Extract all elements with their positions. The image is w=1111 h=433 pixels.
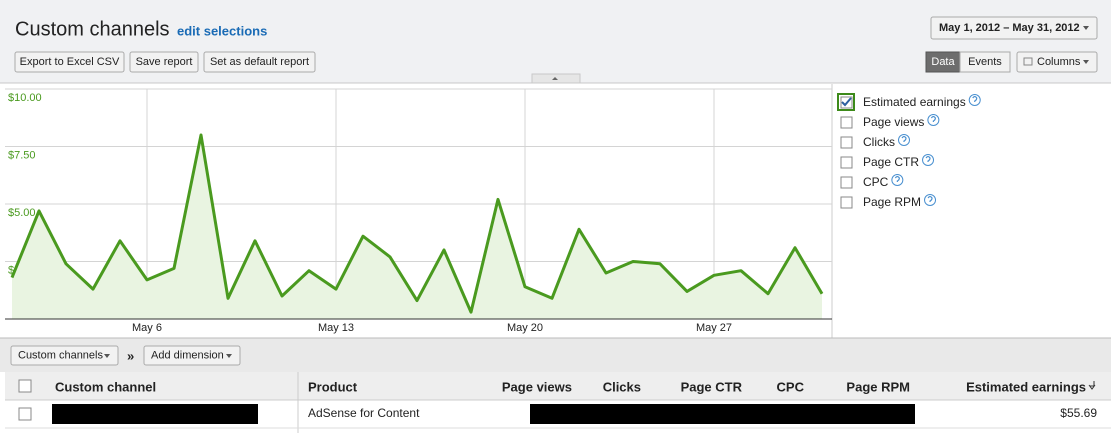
default-button[interactable] bbox=[203, 51, 316, 73]
toggle-label: Data bbox=[931, 56, 955, 68]
column-header: Custom channel bbox=[55, 379, 156, 394]
column-header: Page views bbox=[502, 379, 572, 394]
metric-label: Page views bbox=[863, 115, 924, 129]
add-dimension-button[interactable] bbox=[143, 345, 241, 366]
column-header: Page RPM bbox=[846, 379, 910, 394]
checkbox[interactable] bbox=[840, 136, 853, 149]
button-label: Add dimension bbox=[151, 349, 224, 361]
dropdown-arrow bbox=[226, 354, 232, 358]
y-tick-label: $7.50 bbox=[8, 149, 36, 161]
table-header-bg bbox=[5, 372, 1111, 400]
help-mark bbox=[925, 155, 931, 162]
x-tick-label: May 13 bbox=[318, 322, 354, 334]
help-icon[interactable] bbox=[891, 174, 904, 186]
checkbox[interactable] bbox=[840, 116, 853, 129]
toggle-label: Events bbox=[968, 56, 1002, 68]
button-label: Set as default report bbox=[210, 56, 309, 68]
page-title: Custom channels bbox=[15, 18, 170, 40]
column-header: Estimated earnings bbox=[966, 379, 1086, 394]
sort-arrow bbox=[1088, 381, 1096, 390]
column-header: Page CTR bbox=[681, 379, 743, 394]
table: Custom channel Product Page views Clicks Pag… bbox=[55, 379, 1097, 420]
help-icon[interactable] bbox=[924, 194, 937, 206]
help-icon[interactable] bbox=[922, 154, 935, 166]
metric-list: Estimated earnings Page views Clicks Page C… bbox=[837, 93, 981, 209]
x-tick-label: May 6 bbox=[132, 322, 162, 334]
metric-label: Page RPM bbox=[863, 195, 921, 209]
help-icon[interactable] bbox=[968, 94, 981, 106]
redacted bbox=[52, 404, 258, 424]
button-label: Custom channels bbox=[18, 349, 103, 361]
checkmark bbox=[841, 97, 852, 107]
column-header: Clicks bbox=[603, 379, 641, 394]
checkbox[interactable] bbox=[840, 156, 853, 169]
redacted bbox=[530, 404, 915, 424]
area bbox=[12, 135, 822, 319]
checkbox[interactable] bbox=[18, 407, 32, 421]
checkbox[interactable] bbox=[18, 379, 32, 393]
metric-label: Clicks bbox=[863, 135, 895, 149]
checkbox[interactable] bbox=[840, 176, 853, 189]
help-mark bbox=[894, 175, 900, 182]
metric-label: Estimated earnings bbox=[863, 95, 966, 109]
checkbox[interactable] bbox=[840, 196, 853, 209]
x-tick-label: May 20 bbox=[507, 322, 543, 334]
export-button[interactable] bbox=[14, 51, 125, 73]
columns-icon bbox=[1023, 57, 1033, 66]
dropdown-arrow bbox=[1083, 26, 1089, 30]
help-icon[interactable] bbox=[898, 134, 910, 146]
button-label: Columns bbox=[1037, 56, 1081, 68]
checkbox[interactable] bbox=[840, 96, 853, 109]
button-label: Export to Excel CSV bbox=[20, 56, 120, 68]
date-picker[interactable] bbox=[930, 16, 1098, 40]
date-range: May 1, 2012 – May 31, 2012 bbox=[939, 22, 1080, 34]
separator: » bbox=[127, 348, 134, 363]
dimension-button[interactable] bbox=[10, 345, 119, 366]
column-header: Product bbox=[308, 379, 358, 394]
help-mark bbox=[901, 135, 907, 142]
collapse-arrow bbox=[552, 77, 558, 80]
cell-product: AdSense for Content bbox=[308, 406, 420, 420]
x-tick-label: May 27 bbox=[696, 322, 732, 334]
cell-earnings: $55.69 bbox=[1060, 406, 1097, 420]
edit-link[interactable]: edit selections bbox=[177, 23, 267, 38]
column-header: CPC bbox=[777, 379, 805, 394]
save-button[interactable] bbox=[129, 51, 199, 73]
columns-button[interactable] bbox=[1016, 51, 1098, 73]
help-mark bbox=[930, 115, 936, 122]
help-mark bbox=[972, 95, 978, 102]
button-label: Save report bbox=[136, 56, 193, 68]
metric-label: Page CTR bbox=[863, 155, 919, 169]
dropdown-arrow bbox=[1083, 60, 1089, 64]
y-tick-label: $10.00 bbox=[8, 92, 42, 104]
y-tick-label: $5.00 bbox=[8, 207, 36, 219]
help-mark bbox=[927, 195, 933, 202]
metric-label: CPC bbox=[863, 175, 889, 189]
help-icon[interactable] bbox=[927, 114, 940, 126]
dropdown-arrow bbox=[104, 354, 110, 358]
events-toggle[interactable] bbox=[959, 51, 1011, 73]
line bbox=[10, 133, 824, 314]
